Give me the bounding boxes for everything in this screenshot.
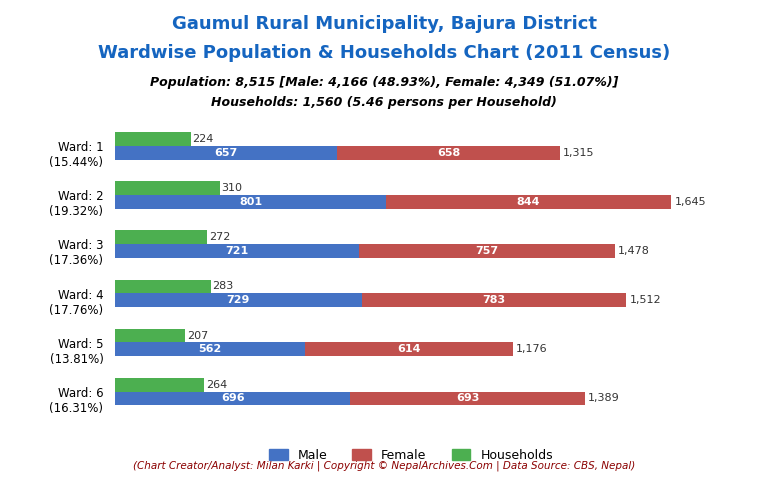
Text: 283: 283 [213,282,233,291]
Text: 1,315: 1,315 [563,147,594,158]
Text: Gaumul Rural Municipality, Bajura District: Gaumul Rural Municipality, Bajura Distri… [171,15,597,33]
Text: 264: 264 [206,380,227,390]
Text: 729: 729 [227,295,250,305]
Bar [115,343,305,356]
Bar [115,230,207,244]
Text: 696: 696 [221,393,245,403]
Text: Population: 8,515 [Male: 4,166 (48.93%), Female: 4,349 (51.07%)]: Population: 8,515 [Male: 4,166 (48.93%),… [150,76,618,89]
Text: 1,478: 1,478 [618,246,650,256]
Bar [337,146,560,160]
Text: 693: 693 [455,393,479,403]
Text: 562: 562 [199,344,222,354]
Bar [362,293,626,307]
Text: 207: 207 [187,331,208,341]
Bar [115,329,185,343]
Text: 844: 844 [517,197,540,207]
Text: 757: 757 [475,246,498,256]
Bar [115,293,362,307]
Bar [115,195,386,209]
Text: 783: 783 [482,295,505,305]
Text: 272: 272 [209,232,230,242]
Text: 657: 657 [214,147,238,158]
Text: 310: 310 [222,183,243,193]
Text: 801: 801 [239,197,262,207]
Bar [350,391,584,405]
Bar [386,195,671,209]
Bar [359,244,614,258]
Bar [115,244,359,258]
Bar [115,132,191,146]
Text: 658: 658 [437,147,460,158]
Bar [115,181,220,195]
Bar [115,378,204,391]
Text: 1,645: 1,645 [674,197,706,207]
Text: 721: 721 [225,246,249,256]
Bar [305,343,512,356]
Legend: Male, Female, Households: Male, Female, Households [264,444,558,467]
Text: 224: 224 [193,134,214,144]
Text: Wardwise Population & Households Chart (2011 Census): Wardwise Population & Households Chart (… [98,44,670,63]
Bar [115,391,350,405]
Bar [115,146,337,160]
Text: Households: 1,560 (5.46 persons per Household): Households: 1,560 (5.46 persons per Hous… [211,96,557,109]
Text: 1,389: 1,389 [588,393,620,403]
Text: 1,512: 1,512 [630,295,661,305]
Text: 614: 614 [397,344,421,354]
Bar [115,280,211,293]
Text: 1,176: 1,176 [516,344,548,354]
Text: (Chart Creator/Analyst: Milan Karki | Copyright © NepalArchives.Com | Data Sourc: (Chart Creator/Analyst: Milan Karki | Co… [133,460,635,471]
